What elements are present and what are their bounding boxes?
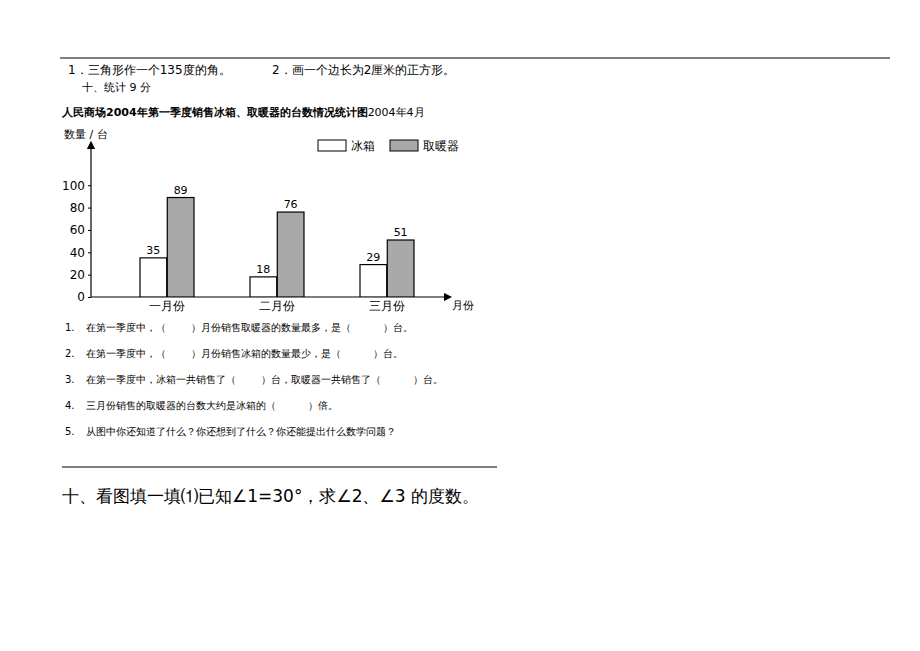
- data-label: 51: [394, 226, 408, 239]
- legend-label: 冰箱: [351, 139, 375, 153]
- legend-swatch: [390, 140, 418, 151]
- bars: [140, 198, 414, 297]
- question-text: 在第一季度中，冰箱一共销售了（ ）台，取暖器一共销售了（ ）台。: [86, 374, 443, 385]
- next-section-title: 十、看图填一填⑴已知∠1=30°，求∠2、∠3 的度数。: [62, 486, 479, 506]
- bar: [277, 212, 304, 297]
- x-tick: 三月份: [369, 299, 405, 313]
- question-text: 在第一季度中，（ ）月份销售取暖器的数量最多，是（ ）台。: [86, 322, 413, 333]
- x-tick-label: 三月份: [369, 299, 405, 313]
- data-label: 76: [284, 198, 298, 211]
- x-tick-label: 一月份: [149, 299, 185, 313]
- bar: [167, 198, 194, 297]
- bar: [140, 258, 167, 297]
- data-label: 89: [174, 184, 188, 197]
- question-number: 2.: [65, 348, 75, 359]
- bar: [360, 265, 387, 297]
- y-tick: 20: [70, 268, 91, 282]
- y-tick-label: 20: [70, 268, 85, 282]
- y-tick: 60: [70, 223, 91, 237]
- section-title: 十、统计 9 分: [82, 81, 151, 94]
- page: 1．三角形作一个135度的角。 2．画一个边长为2厘米的正方形。十、统计 9 分人…: [0, 0, 920, 651]
- chart-subtitle: 2004年4月: [368, 106, 425, 119]
- data-labels: 35 18 29 89 76 51: [146, 184, 407, 276]
- data-label: 29: [366, 251, 380, 264]
- top-rule: [60, 58, 890, 59]
- y-tick-mark: [88, 252, 91, 253]
- y-tick-label: 100: [62, 179, 85, 193]
- y-tick: 40: [70, 246, 91, 260]
- legend-label: 取暖器: [423, 139, 459, 153]
- x-axis: 一月份 二月份 三月份: [149, 299, 405, 313]
- question-number: 1.: [65, 322, 75, 333]
- legend: 冰箱 取暖器: [318, 139, 459, 153]
- y-tick-label: 40: [70, 246, 85, 260]
- bar: [250, 277, 277, 297]
- y-tick-label: 0: [77, 290, 85, 304]
- question-number: 5.: [65, 426, 75, 437]
- y-tick-label: 60: [70, 223, 85, 237]
- y-tick-mark: [88, 185, 91, 186]
- y-axis: 0 20 40 60 80 100: [62, 145, 91, 304]
- data-label: 18: [256, 263, 270, 276]
- question-text: 在第一季度中，（ ）月份销售冰箱的数量最少，是（ ）台。: [86, 348, 403, 359]
- y-tick: 80: [70, 201, 91, 215]
- header-item: 2．画一个边长为2厘米的正方形。: [272, 63, 455, 77]
- x-tick: 一月份: [149, 299, 185, 313]
- x-tick-label: 二月份: [259, 299, 295, 313]
- y-axis-line: [90, 145, 91, 297]
- y-tick: 0: [77, 290, 91, 304]
- y-tick-mark: [88, 275, 91, 276]
- y-tick-mark: [88, 297, 91, 298]
- question-number: 4.: [65, 400, 75, 411]
- header-item: 1．三角形作一个135度的角。: [68, 63, 231, 77]
- y-tick-mark: [88, 230, 91, 231]
- chart-title-line: 人民商场2004年第一季度销售冰箱、取暖器的台数情况统计图2004年4月: [61, 106, 425, 119]
- bar: [387, 240, 414, 297]
- y-tick-label: 80: [70, 201, 85, 215]
- question-text: 三月份销售的取暖器的台数大约是冰箱的（ ）倍。: [86, 400, 338, 411]
- x-axis-title: 月份: [452, 299, 474, 312]
- y-tick: 100: [62, 179, 91, 193]
- chart-title: 人民商场2004年第一季度销售冰箱、取暖器的台数情况统计图: [61, 106, 368, 119]
- legend-swatch: [318, 140, 346, 151]
- data-label: 35: [146, 244, 160, 257]
- question-text: 从图中你还知道了什么？你还想到了什么？你还能提出什么数学问题？: [86, 426, 396, 437]
- question-number: 3.: [65, 374, 75, 385]
- x-tick: 二月份: [259, 299, 295, 313]
- answer-rule: [62, 467, 497, 468]
- y-axis-title: 数量 / 台: [64, 128, 108, 141]
- y-tick-mark: [88, 208, 91, 209]
